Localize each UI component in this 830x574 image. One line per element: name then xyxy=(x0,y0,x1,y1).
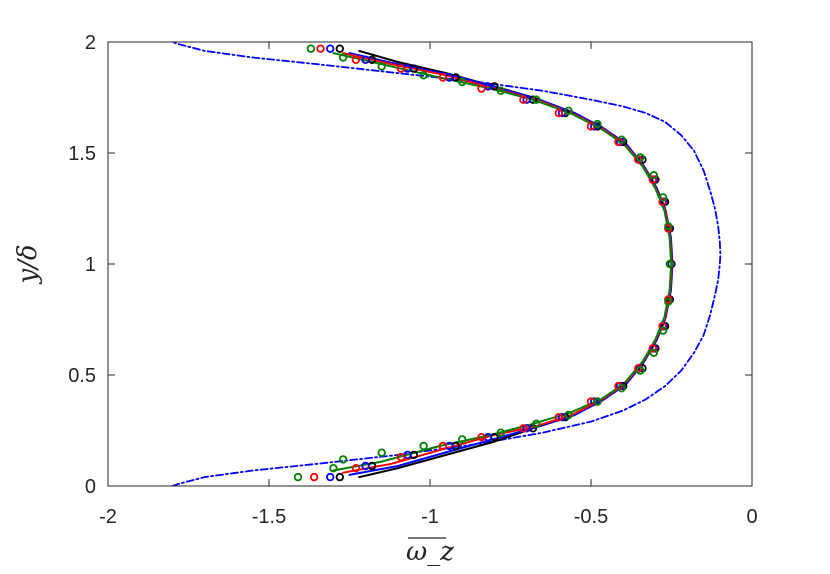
data-point xyxy=(522,95,531,104)
x-tick-label: -0.5 xyxy=(574,506,608,528)
data-point xyxy=(351,464,361,473)
data-point xyxy=(438,73,448,82)
data-point xyxy=(519,424,528,433)
data-point xyxy=(458,435,467,444)
data-point xyxy=(532,419,541,428)
data-point xyxy=(649,170,658,180)
y-axis-label: y/δ xyxy=(13,244,43,284)
data-point xyxy=(636,366,645,375)
data-point xyxy=(636,153,645,162)
data-point xyxy=(377,448,386,457)
data-point xyxy=(419,441,428,451)
data-point xyxy=(496,86,505,95)
data-point xyxy=(617,384,626,393)
y-tick-label: 0 xyxy=(85,476,96,498)
data-point xyxy=(648,175,657,184)
data-point xyxy=(519,95,528,104)
data-point xyxy=(306,44,316,53)
data-point xyxy=(338,455,348,464)
data-point xyxy=(477,433,486,442)
data-point xyxy=(664,222,673,231)
data-point xyxy=(648,344,657,353)
tick-layer: -2 -1.5 -1 -0.5 0 0 0.5 1 1.5 2 xyxy=(68,32,757,528)
x-tick-label: -2 xyxy=(99,506,117,528)
data-point xyxy=(617,135,626,144)
data-point xyxy=(396,452,406,462)
data-point xyxy=(293,472,303,482)
data-point xyxy=(522,424,531,433)
data-point xyxy=(377,62,386,71)
data-point xyxy=(351,55,361,64)
data-point xyxy=(665,259,675,269)
y-tick-label: 2 xyxy=(85,32,96,54)
data-point xyxy=(335,472,344,482)
data-point xyxy=(326,44,335,53)
x-tick-label: 0 xyxy=(746,506,757,528)
y-tick-label: 1 xyxy=(85,254,96,276)
data-point xyxy=(438,441,448,451)
x-tick-label: -1.5 xyxy=(252,506,286,528)
data-point xyxy=(496,428,505,437)
data-point xyxy=(554,108,563,118)
data-point xyxy=(396,64,406,73)
data-point xyxy=(658,197,667,206)
data-point xyxy=(338,53,348,62)
data-point xyxy=(326,472,335,482)
data-point xyxy=(658,193,668,202)
data-point xyxy=(564,410,573,420)
data-point xyxy=(477,84,486,93)
data-point xyxy=(664,297,673,306)
data-point xyxy=(361,55,370,64)
data-point xyxy=(532,95,541,104)
y-tick-label: 1.5 xyxy=(68,143,96,165)
series-8 xyxy=(293,44,675,482)
data-point xyxy=(335,44,344,53)
data-point xyxy=(419,71,428,80)
x-tick-label: -1 xyxy=(421,506,439,528)
data-point xyxy=(316,44,325,53)
data-point xyxy=(329,464,338,473)
data-point xyxy=(593,119,602,129)
data-point xyxy=(554,413,563,422)
y-tick-label: 0.5 xyxy=(68,365,96,387)
data-point xyxy=(458,77,467,87)
x-axis-label: ω_z xyxy=(406,537,454,567)
data-point xyxy=(593,397,602,406)
series-layer xyxy=(171,42,722,486)
data-point xyxy=(658,326,668,335)
data-point xyxy=(361,461,370,471)
plot-area xyxy=(108,42,752,486)
data-point xyxy=(658,322,667,331)
data-point xyxy=(649,348,658,357)
data-point xyxy=(309,472,319,482)
data-point xyxy=(590,397,599,406)
data-point xyxy=(564,106,573,115)
